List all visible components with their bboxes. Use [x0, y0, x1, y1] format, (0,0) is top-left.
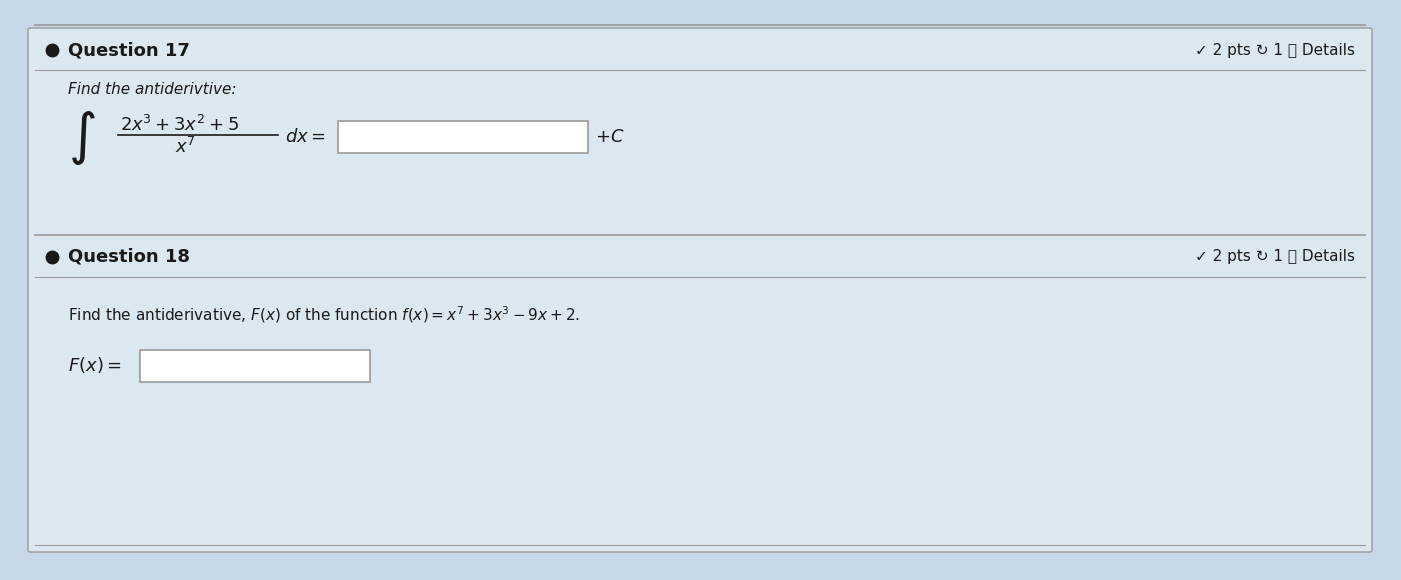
FancyBboxPatch shape: [140, 350, 370, 382]
Text: ✓ 2 pts ↻ 1 ⓘ Details: ✓ 2 pts ↻ 1 ⓘ Details: [1195, 42, 1355, 57]
FancyBboxPatch shape: [338, 121, 588, 153]
Text: $\int$: $\int$: [69, 109, 95, 167]
Text: Find the antiderivative, $F(x)$ of the function $f(x) = x^7 + 3x^3 - 9x + 2.$: Find the antiderivative, $F(x)$ of the f…: [69, 304, 580, 325]
Text: $F(x) =$: $F(x) =$: [69, 355, 122, 375]
Text: $2x^3 + 3x^2 + 5$: $2x^3 + 3x^2 + 5$: [120, 115, 240, 135]
Text: $+ C$: $+ C$: [595, 128, 625, 146]
Text: $x^7$: $x^7$: [175, 137, 195, 157]
Text: ✓ 2 pts ↻ 1 ⓘ Details: ✓ 2 pts ↻ 1 ⓘ Details: [1195, 249, 1355, 264]
Text: $dx =$: $dx =$: [284, 128, 325, 146]
FancyBboxPatch shape: [28, 28, 1372, 552]
Text: Question 17: Question 17: [69, 41, 191, 59]
Text: Question 18: Question 18: [69, 248, 191, 266]
Text: Find the antiderivtive:: Find the antiderivtive:: [69, 82, 237, 97]
